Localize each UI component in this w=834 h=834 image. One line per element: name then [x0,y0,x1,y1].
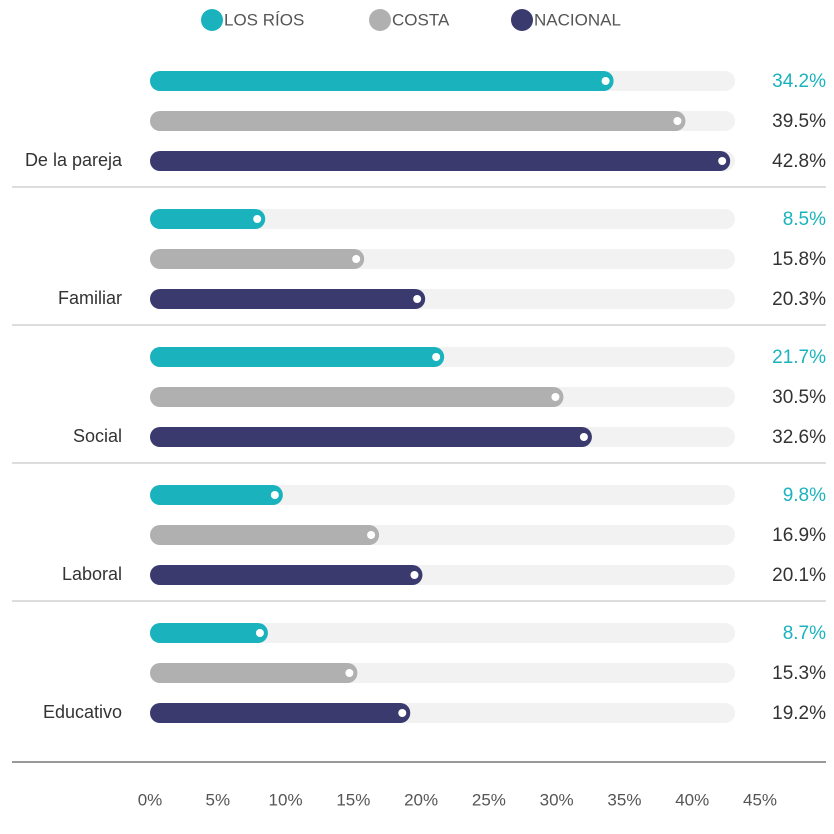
bar-track [150,485,735,505]
bar-end-dot [352,255,361,263]
category-label: Familiar [58,288,122,308]
bar [150,485,283,505]
x-tick-label: 0% [138,790,163,809]
bar-end-dot [673,117,682,125]
bar [150,111,686,131]
category-label: Social [73,426,122,446]
value-label: 21.7% [772,347,826,368]
value-label: 16.9% [772,525,826,546]
bar [150,249,365,269]
bar-end-dot [579,433,588,441]
bar [150,347,445,367]
value-label: 19.2% [772,703,826,724]
bar-end-dot [367,531,376,539]
category-label: De la pareja [25,150,123,170]
bar [150,71,614,91]
bar [150,209,266,229]
bar-end-dot [551,393,560,401]
value-label: 8.5% [783,209,826,230]
bar-end-dot [345,669,354,677]
value-label: 32.6% [772,427,826,448]
bar-end-dot [601,77,610,85]
value-label: 20.1% [772,565,826,586]
bar-end-dot [270,491,279,499]
bar-end-dot [255,629,264,637]
bar-end-dot [718,157,727,165]
bar [150,703,411,723]
bar-end-dot [398,709,407,717]
bar-end-dot [253,215,262,223]
bar-end-dot [432,353,441,361]
x-tick-label: 45% [743,790,777,809]
bar-end-dot [410,571,419,579]
category-label: Laboral [62,564,122,584]
value-label: 15.3% [772,663,826,684]
bar [150,565,423,585]
legend-swatch [511,9,533,31]
value-label: 8.7% [783,623,826,644]
value-label: 20.3% [772,289,826,310]
x-tick-label: 20% [404,790,438,809]
x-tick-label: 40% [675,790,709,809]
bar-track [150,209,735,229]
value-label: 30.5% [772,387,826,408]
bar-track [150,623,735,643]
legend-swatch [369,9,391,31]
value-label: 42.8% [772,151,826,172]
legend-label: NACIONAL [534,10,621,29]
bar [150,525,380,545]
x-tick-label: 5% [205,790,230,809]
bar-end-dot [413,295,422,303]
value-label: 9.8% [783,485,826,506]
x-tick-label: 35% [607,790,641,809]
x-tick-label: 25% [472,790,506,809]
value-label: 15.8% [772,249,826,270]
bar [150,289,426,309]
value-label: 34.2% [772,71,826,92]
bar [150,427,592,447]
legend-label: COSTA [392,10,450,29]
bar [150,663,358,683]
bar [150,387,564,407]
category-label: Educativo [43,702,122,722]
bar [150,151,731,171]
legend-label: LOS RÍOS [224,10,304,29]
value-label: 39.5% [772,111,826,132]
legend-swatch [201,9,223,31]
x-tick-label: 30% [540,790,574,809]
x-tick-label: 15% [336,790,370,809]
bar [150,623,268,643]
x-tick-label: 10% [269,790,303,809]
